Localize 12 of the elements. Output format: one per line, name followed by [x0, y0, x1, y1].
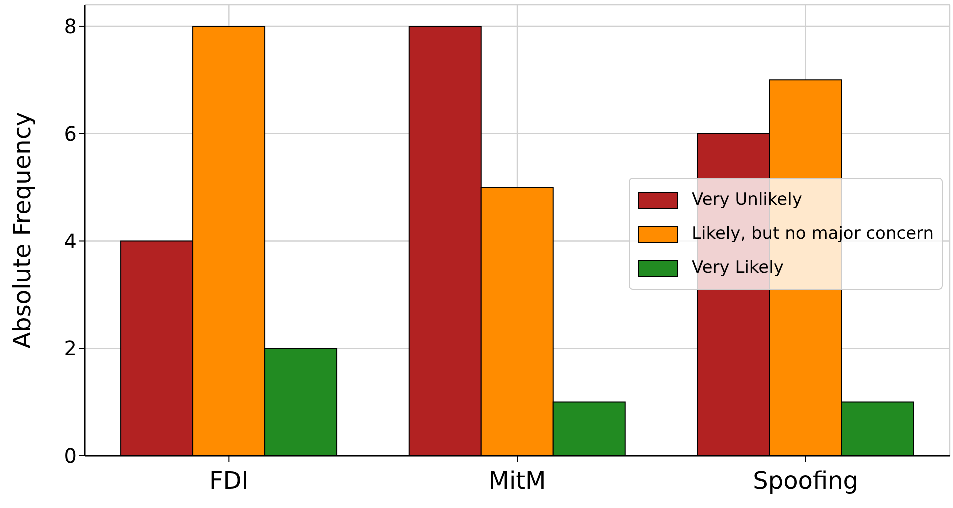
x-tick-label: Spoofing	[753, 467, 859, 496]
y-axis-title: Absolute Frequency	[8, 112, 37, 349]
x-tick-label: MitM	[488, 467, 546, 496]
y-tick-label: 0	[64, 444, 77, 468]
x-tick-label: FDI	[209, 467, 249, 496]
y-tick-label: 8	[64, 14, 77, 39]
legend-label: Very Likely	[692, 258, 784, 278]
legend-label: Very Unlikely	[692, 190, 802, 210]
y-tick-label: 2	[64, 336, 77, 361]
legend-label: Likely, but no major concern	[692, 224, 934, 244]
y-tick-label: 4	[64, 229, 77, 254]
y-tick-label: 6	[64, 122, 77, 146]
